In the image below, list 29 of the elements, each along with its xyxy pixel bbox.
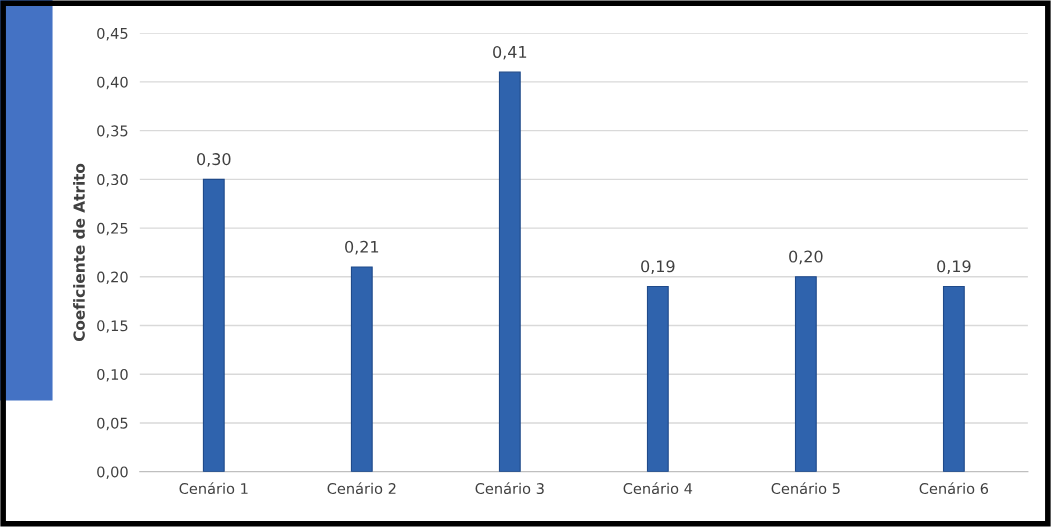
- y-tick-label: 0,05: [97, 417, 128, 431]
- x-tick-label: Cenário 3: [475, 482, 544, 495]
- data-label: 0,30: [197, 153, 231, 167]
- x-tick-label: Cenário 6: [919, 482, 989, 495]
- x-tick-label: Cenário 5: [771, 482, 840, 495]
- data-label: 0,41: [493, 45, 527, 60]
- data-label: 0,21: [345, 240, 379, 255]
- y-tick-label: 0,25: [97, 222, 128, 236]
- y-axis-title: Coeficiente de Atrito: [73, 163, 85, 342]
- y-tick-label: 0,45: [97, 27, 128, 41]
- bar: [942, 285, 965, 472]
- data-label: 0,20: [789, 250, 823, 265]
- x-tick-label: Cenário 4: [623, 482, 693, 495]
- y-tick-label: 0,30: [97, 174, 128, 187]
- bar: [350, 266, 373, 472]
- y-tick-label: 0,40: [97, 76, 128, 90]
- x-tick-label: Cenário 1: [179, 482, 248, 495]
- y-tick-label: 0,00: [97, 466, 128, 479]
- bar: [794, 276, 817, 472]
- data-label: 0,19: [641, 260, 675, 274]
- bar: [202, 178, 225, 472]
- x-tick-label: Cenário 2: [327, 482, 396, 495]
- y-tick-label: 0,15: [97, 320, 128, 333]
- data-label: 0,19: [937, 260, 971, 274]
- y-tick-label: 0,20: [97, 271, 128, 285]
- bar: [498, 71, 521, 472]
- y-tick-label: 0,10: [97, 368, 128, 382]
- y-tick-label: 0,35: [97, 125, 128, 138]
- bar: [646, 285, 669, 472]
